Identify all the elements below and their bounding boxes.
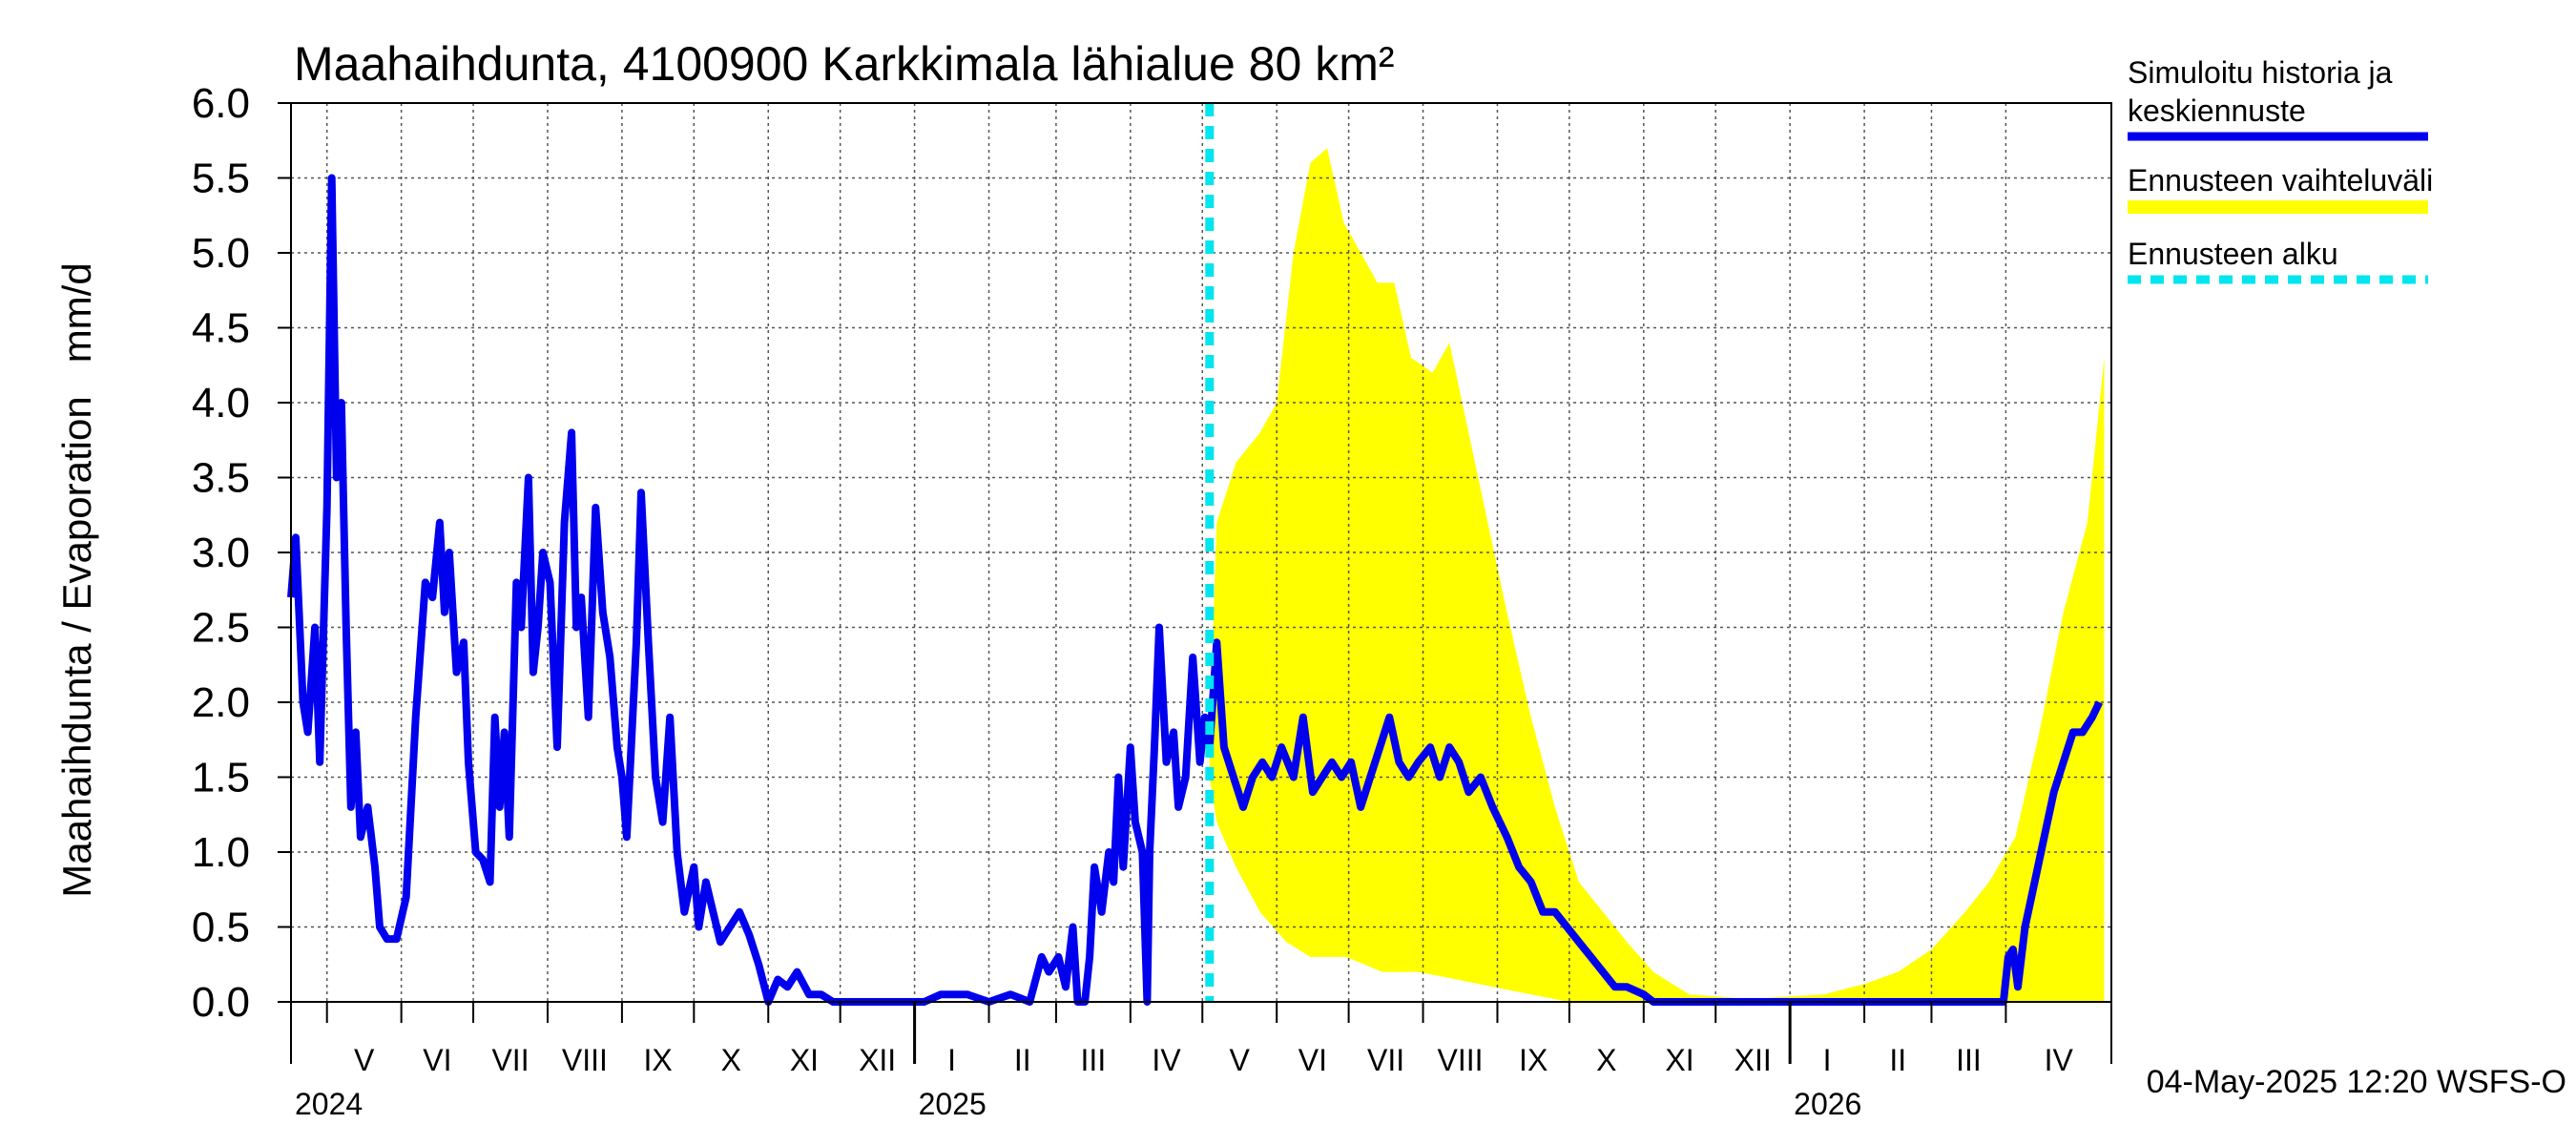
y-tick-label: 0.5	[192, 905, 250, 951]
month-label: XI	[1665, 1043, 1693, 1077]
month-label: I	[947, 1043, 956, 1077]
month-label: VII	[491, 1043, 529, 1077]
month-label: VIII	[1437, 1043, 1483, 1077]
y-tick-label: 5.0	[192, 230, 250, 277]
month-label: VIII	[562, 1043, 608, 1077]
month-label: VI	[423, 1043, 451, 1077]
footer-timestamp: 04-May-2025 12:20 WSFS-O	[2147, 1064, 2566, 1100]
month-label: IV	[2045, 1043, 2074, 1077]
legend-label-series-line1: Simuloitu historia ja	[2128, 55, 2393, 90]
month-label: V	[354, 1043, 375, 1077]
y-tick-label: 1.0	[192, 829, 250, 876]
series-line	[287, 174, 2104, 1006]
series-layer	[287, 174, 2104, 1006]
month-label: X	[1596, 1043, 1616, 1077]
month-label: IX	[643, 1043, 672, 1077]
month-label: II	[1889, 1043, 1906, 1077]
y-tick-label: 5.5	[192, 156, 250, 202]
forecast-range-band	[1209, 148, 2105, 1003]
y-tick-label: 2.0	[192, 679, 250, 726]
month-label: I	[1823, 1043, 1832, 1077]
year-label: 2024	[295, 1087, 363, 1121]
legend-label-series-line2: keskiennuste	[2128, 94, 2306, 128]
month-label: XII	[859, 1043, 896, 1077]
month-label: III	[1081, 1043, 1107, 1077]
month-label: XII	[1735, 1043, 1772, 1077]
chart-title: Maahaihdunta, 4100900 Karkkimala lähialu…	[294, 37, 1395, 91]
month-label: III	[1956, 1043, 1982, 1077]
month-label: IV	[1152, 1043, 1181, 1077]
month-label: VII	[1367, 1043, 1404, 1077]
y-tick-label: 3.0	[192, 530, 250, 576]
month-label: V	[1230, 1043, 1251, 1077]
month-label: II	[1014, 1043, 1031, 1077]
y-tick-label: 1.5	[192, 755, 250, 802]
legend-label-forecast-start: Ennusteen alku	[2128, 237, 2338, 271]
month-label: VI	[1298, 1043, 1327, 1077]
y-axis-label: Maahaihdunta / Evaporation mm/d	[54, 262, 99, 897]
grid-layer	[291, 103, 2111, 1002]
year-label: 2025	[919, 1087, 987, 1121]
y-tick-label: 6.0	[192, 80, 250, 127]
year-label: 2026	[1794, 1087, 1861, 1121]
y-tick-label: 4.0	[192, 380, 250, 427]
month-label: XI	[790, 1043, 819, 1077]
month-label: X	[721, 1043, 741, 1077]
y-tick-label: 0.0	[192, 979, 250, 1026]
legend-label-band: Ennusteen vaihteluväli	[2128, 163, 2433, 198]
forecast-band-layer	[1209, 148, 2105, 1003]
y-tick-label: 4.5	[192, 305, 250, 352]
axes-layer: 0.0 0.5 1.0 1.5 2.0 2.5 3.0 3.5 4.0 4.5 5.0 5.5 6.0 V…	[192, 80, 2112, 1121]
month-label: IX	[1519, 1043, 1548, 1077]
y-tick-label: 3.5	[192, 455, 250, 502]
y-tick-label: 2.5	[192, 605, 250, 652]
legend: Simuloitu historia ja keskiennuste Ennus…	[2128, 55, 2433, 284]
